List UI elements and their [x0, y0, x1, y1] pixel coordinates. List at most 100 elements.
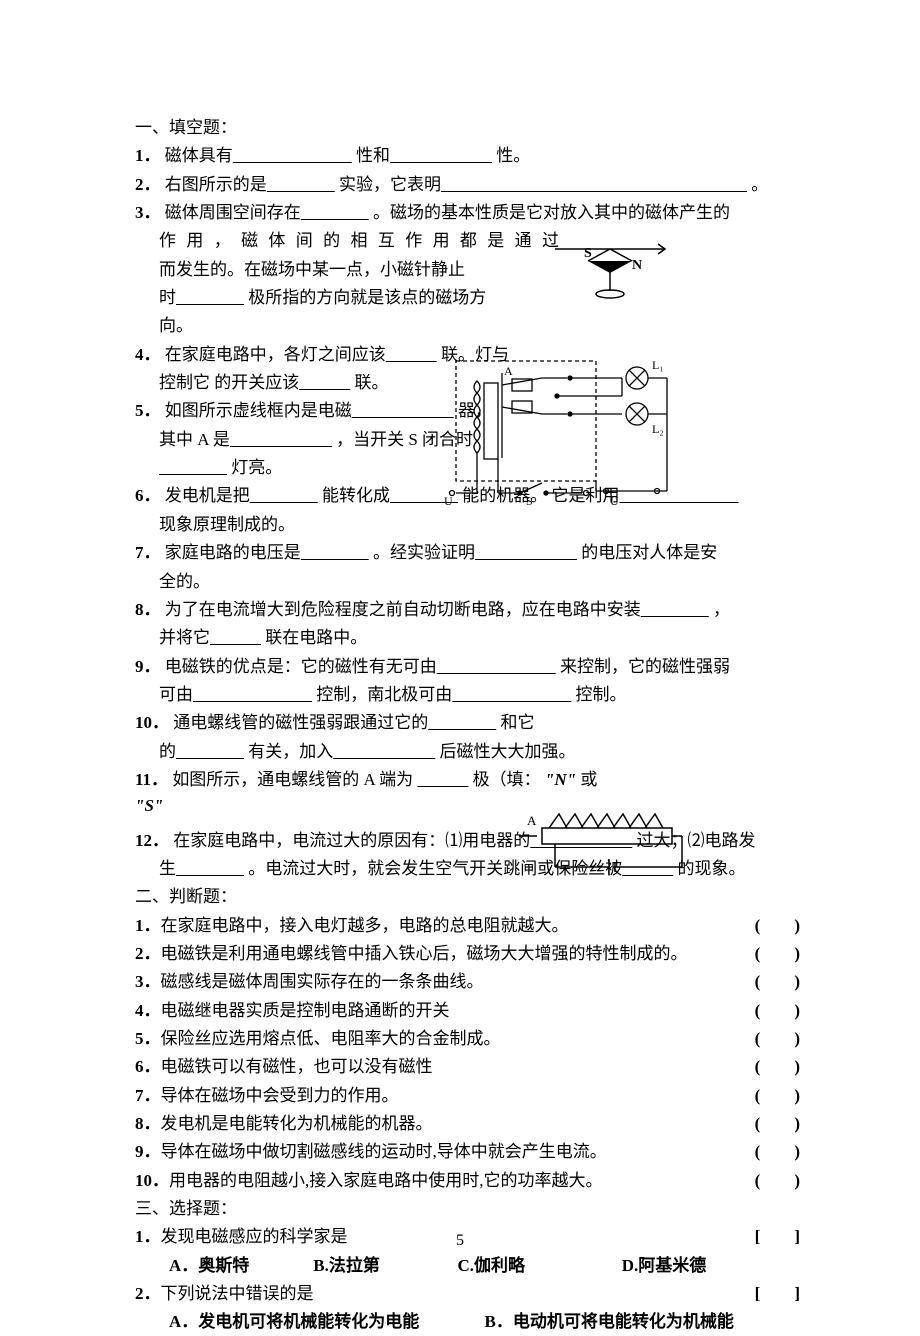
blank: [299, 373, 350, 392]
page-number: 5: [0, 1229, 920, 1254]
tf-text: 发电机是电能转化为机械能的机器。: [161, 1114, 433, 1133]
text: 有关，加入: [248, 742, 333, 761]
qnum: 10．: [135, 713, 169, 732]
fill-q12-l1: 12． 在家庭电路中，电流过大的原因有：⑴用电器的 过大；⑵电路发: [135, 828, 800, 854]
text: 生: [159, 859, 176, 878]
figure-compass-icon: S N: [550, 239, 670, 304]
text: 或: [580, 770, 597, 789]
blank: [193, 685, 312, 704]
tf-text: 电磁继电器实质是控制电路通断的开关: [161, 1001, 450, 1020]
blank: [233, 146, 352, 165]
answer-bracket: ( ): [747, 1026, 800, 1052]
fill-q3-l1: 3． 磁体周围空间存在 。磁场的基本性质是它对放入其中的磁体产生的: [135, 200, 800, 226]
text: 可由: [159, 685, 193, 704]
answer-bracket: ( ): [747, 1083, 800, 1109]
text: 来控制，它的磁性强弱: [560, 657, 730, 676]
tf-item: 10．用电器的电阻越小,接入家庭电路中使用时,它的功率越大。( ): [135, 1168, 800, 1194]
tf-text: 磁感线是磁体周围实际存在的一条条曲线。: [161, 972, 484, 991]
blank: [267, 175, 335, 194]
text: 能转化成: [322, 486, 390, 505]
fill-q8-l1: 8． 为了在电流增大到危险程度之前自动切断电路，应在电路中安装 ，: [135, 597, 800, 623]
answer-bracket: ( ): [747, 1111, 800, 1137]
mc-q1-opts: A．奥斯特 B.法拉第 C.伽利略 D.阿基米德: [135, 1253, 800, 1279]
text: 。经实验证明: [373, 543, 475, 562]
text: 下列说法中错误的是: [161, 1284, 314, 1303]
label-a: A: [504, 364, 513, 378]
answer-bracket: ( ): [747, 1054, 800, 1080]
text: 如图所示虚线框内是电磁: [165, 401, 352, 420]
opt-c: C.伽利略: [458, 1253, 618, 1279]
text: 为了在电流增大到危险程度之前自动切断电路，应在电路中安装: [165, 600, 641, 619]
answer-bracket: ( ): [747, 941, 800, 967]
qnum: 11．: [135, 770, 168, 789]
blank: [301, 543, 369, 562]
tf-item: 8．发电机是电能转化为机械能的机器。( ): [135, 1111, 800, 1137]
answer-bracket: ( ): [747, 913, 800, 939]
fill-q9-l1: 9． 电磁铁的优点是：它的磁性有无可由 来控制，它的磁性强弱: [135, 654, 800, 680]
tf-item: 4．电磁继电器实质是控制电路通断的开关( ): [135, 998, 800, 1024]
qnum: 1．: [135, 916, 161, 935]
tf-text: 用电器的电阻越小,接入家庭电路中使用时,它的功率越大。: [169, 1171, 603, 1190]
label-l2: L₂: [652, 422, 664, 436]
text: 性。: [496, 146, 530, 165]
fill-q10-l1: 10． 通电螺线管的磁性强弱跟通过它的 和它: [135, 710, 610, 736]
section-heading-fill: 一、填空题：: [135, 115, 800, 141]
qnum: 2．: [135, 175, 161, 194]
fill-q7-l1: 7． 家庭电路的电压是 。经实验证明 的电压对人体是安: [135, 540, 800, 566]
text: 灯亮。: [231, 458, 282, 477]
text: 的: [159, 742, 176, 761]
text: 控制它 的开关应该: [159, 373, 299, 392]
text: 联在电路中。: [265, 628, 367, 647]
blank: [437, 657, 556, 676]
qnum: 3．: [135, 203, 161, 222]
blank: [159, 458, 227, 477]
qnum: 3．: [135, 972, 161, 991]
text: 控制，南北极可由: [316, 685, 452, 704]
blank: [679, 175, 747, 194]
blank: [230, 430, 332, 449]
fill-q8-l2: 并将它 联在电路中。: [135, 625, 800, 651]
qnum: 4．: [135, 345, 161, 364]
qnum: 7．: [135, 543, 161, 562]
text: 如图所示，通电螺线管的 A 端为: [172, 770, 417, 789]
blank: [301, 203, 369, 222]
qnum: 5．: [135, 1029, 161, 1048]
blank: [176, 859, 244, 878]
blank: [428, 713, 496, 732]
text: 磁体周围空间存在: [165, 203, 301, 222]
mc-q2-opts: A．发电机可将机械能转化为电能 B．电动机可将电能转化为机械能: [135, 1309, 800, 1335]
qnum: 6．: [135, 486, 161, 505]
tf-item: 2．电磁铁是利用通电螺线管中插入铁心后，磁场大大增强的特性制成的。( ): [135, 941, 800, 967]
tf-list: 1．在家庭电路中，接入电灯越多，电路的总电阻就越大。( )2．电磁铁是利用通电螺…: [135, 913, 800, 1194]
page: 一、填空题： 1． 磁体具有 性和 性。 2． 右图所示的是 实验，它表明 。 …: [0, 0, 920, 1302]
fill-q3-l5: 向。: [135, 313, 559, 339]
blank: [386, 345, 437, 364]
mc-q2-stem: 2．下列说法中错误的是 [ ]: [135, 1281, 800, 1307]
text: 并将它: [159, 628, 210, 647]
blank: [417, 770, 468, 789]
tf-text: 在家庭电路中，接入电灯越多，电路的总电阻就越大。: [161, 916, 569, 935]
label-u1: U: [444, 494, 453, 508]
fill-q12-l2: 生 。电流过大时，就会发生空气开关跳闸或保险丝被 的现象。: [135, 856, 800, 882]
qnum: 9．: [135, 1142, 161, 1161]
label-a: A: [527, 813, 537, 828]
text: 。磁场的基本性质是它对放入其中的磁体产生的: [373, 203, 730, 222]
text: 发电机是把: [165, 486, 250, 505]
tf-item: 1．在家庭电路中，接入电灯越多，电路的总电阻就越大。 ( ): [135, 913, 800, 939]
text: "S": [135, 796, 163, 815]
blank: [641, 600, 709, 619]
section-heading-tf: 二、判断题：: [135, 884, 800, 910]
opt-b: B.法拉第: [313, 1253, 453, 1279]
fill-q3-l4: 时 极所指的方向就是该点的磁场方: [135, 285, 559, 311]
blank: [560, 175, 679, 194]
qnum: 4．: [135, 1001, 161, 1020]
text: 通电螺线管的磁性强弱跟通过它的: [173, 713, 428, 732]
text: 控制。: [576, 685, 627, 704]
text: 在家庭电路中，各灯之间应该: [165, 345, 386, 364]
label-u2: U: [610, 494, 619, 508]
text: 性和: [356, 146, 390, 165]
text: 在家庭电路中，电流过大的原因有：⑴用电器的: [173, 831, 530, 850]
qnum: 2．: [135, 1284, 161, 1303]
text: ，: [713, 600, 730, 619]
blank: [176, 742, 244, 761]
